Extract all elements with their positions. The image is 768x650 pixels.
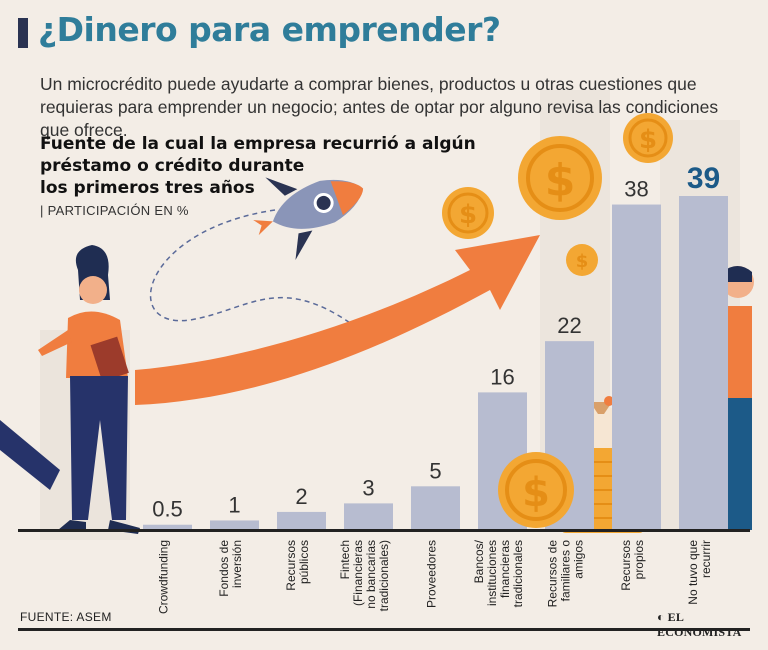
brand-logo: ◐ EL ECONOMISTA <box>657 610 742 639</box>
category-label: Proveedores <box>425 540 439 608</box>
rocket-icon <box>253 177 364 261</box>
category-label-line: Recursos de <box>546 540 560 608</box>
category-label-line: instituciones <box>485 540 499 606</box>
value-label: 1 <box>228 492 240 517</box>
svg-text:$: $ <box>639 125 657 155</box>
value-label: 5 <box>429 458 441 483</box>
value-labels: 0.5 1 2 3 5 16 22 38 39 <box>152 162 720 522</box>
bar-5 <box>411 486 460 529</box>
bar-3 <box>277 511 326 529</box>
category-label-line: tradicionales) <box>377 540 391 611</box>
category-label-line: Fondos de <box>217 540 231 597</box>
coin-icon: $ <box>498 452 574 528</box>
svg-text:$: $ <box>522 470 550 516</box>
chart-subtitle-line: préstamo o crédito durante <box>40 156 305 176</box>
category-label-line: no bancarias <box>364 540 378 609</box>
svg-text:$: $ <box>459 200 477 230</box>
category-label: Crowdfunding <box>157 540 171 614</box>
category-label-line: familiares o <box>559 540 573 602</box>
category-label: Recursos defamiliares oamigos <box>546 540 586 608</box>
value-label: 16 <box>490 364 514 389</box>
svg-text:$: $ <box>576 251 589 272</box>
value-label: 3 <box>362 475 374 500</box>
category-label: Fintech(Financierasno bancariastradicion… <box>338 540 391 611</box>
bar-8 <box>612 204 661 530</box>
title-accent <box>18 18 28 48</box>
bar-9 <box>679 196 728 529</box>
value-label: 2 <box>295 484 307 509</box>
bar-4 <box>344 503 393 529</box>
chart-subtitle-line: Fuente de la cual la empresa recurrió a … <box>40 134 476 154</box>
category-label-line: Recursos <box>619 540 633 591</box>
category-label-line: propios <box>632 540 646 579</box>
brand-name: EL ECONOMISTA <box>657 610 742 639</box>
category-label-line: Bancos/ <box>472 539 486 583</box>
category-label-line: Proveedores <box>425 540 439 608</box>
category-label-line: recurrir <box>699 540 713 578</box>
category-label: No tuvo querecurrir <box>686 540 713 605</box>
value-label: 38 <box>624 177 648 202</box>
category-label: Recursospúblicos <box>284 540 311 591</box>
category-labels: Crowdfunding Fondos deinversión Recursospú… <box>157 539 714 614</box>
bar-1 <box>143 524 192 529</box>
page-title: ¿Dinero para emprender? <box>38 10 501 49</box>
category-label-line: Recursos <box>284 540 298 591</box>
svg-text:$: $ <box>545 155 576 206</box>
category-label-line: públicos <box>297 540 311 584</box>
value-label: 0.5 <box>152 497 183 522</box>
category-label-line: amigos <box>572 540 586 579</box>
chart-subtitle: Fuente de la cual la empresa recurrió a … <box>40 133 480 199</box>
unit-label: | PARTICIPACIÓN EN % <box>40 203 189 218</box>
dashed-path <box>149 209 361 331</box>
coin-icon: $ <box>442 187 494 239</box>
category-label: Fondos deinversión <box>217 540 244 597</box>
bottom-rule <box>18 628 750 631</box>
baseline <box>18 529 750 532</box>
coin-icon: $ <box>518 136 602 220</box>
category-label-line: Crowdfunding <box>157 540 171 614</box>
category-label-line: Fintech <box>338 540 352 579</box>
bar-series <box>143 196 728 530</box>
chart-subtitle-line: los primeros tres años <box>40 178 255 198</box>
category-label-line: No tuvo que <box>686 540 700 605</box>
growth-arrow-icon <box>135 235 540 405</box>
category-label: Recursospropios <box>619 540 646 591</box>
category-label-line: inversión <box>230 540 244 588</box>
bar-2 <box>210 520 259 529</box>
value-label: 39 <box>687 162 720 195</box>
value-label: 22 <box>557 313 581 338</box>
category-label: Bancos/institucionesfinancierastradicion… <box>472 539 525 607</box>
source-note: FUENTE: ASEM <box>20 610 112 624</box>
intro-text: Un microcrédito puede ayudarte a comprar… <box>40 74 719 140</box>
coin-icon: $ <box>623 113 673 163</box>
category-label-line: financieras <box>498 540 512 598</box>
category-label-line: tradicionales <box>511 540 525 607</box>
woman-illustration <box>0 245 140 534</box>
category-label-line: (Financieras <box>351 540 365 606</box>
coin-icon: $ <box>566 244 598 276</box>
